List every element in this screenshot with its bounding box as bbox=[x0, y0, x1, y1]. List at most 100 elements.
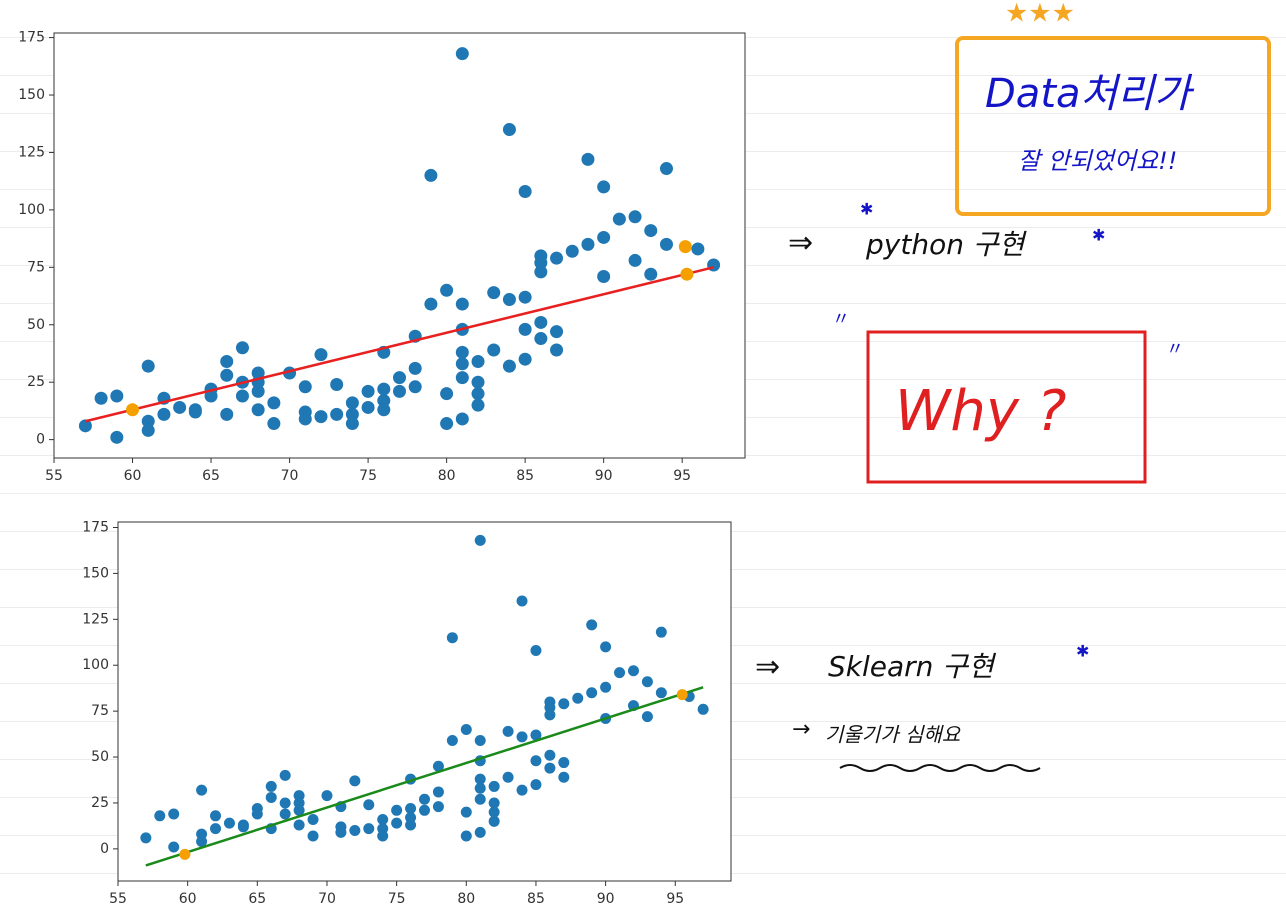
data-point bbox=[534, 332, 548, 346]
data-point bbox=[697, 703, 709, 715]
data-point bbox=[361, 384, 375, 398]
data-point bbox=[330, 407, 344, 421]
data-point bbox=[432, 760, 444, 772]
data-point bbox=[335, 826, 347, 838]
data-point bbox=[237, 821, 249, 833]
data-point bbox=[279, 808, 291, 820]
data-point bbox=[361, 400, 375, 414]
data-point bbox=[220, 355, 234, 369]
data-point bbox=[204, 389, 218, 403]
data-point bbox=[644, 267, 658, 281]
data-point bbox=[424, 168, 438, 182]
y-tick-label: 125 bbox=[18, 144, 45, 160]
data-point bbox=[405, 802, 417, 814]
data-point bbox=[188, 405, 202, 419]
data-point bbox=[408, 380, 422, 394]
arrow: ⇒ bbox=[788, 226, 813, 261]
data-point bbox=[440, 417, 454, 431]
star: ✱ bbox=[1092, 226, 1105, 245]
arrow: → bbox=[792, 717, 810, 742]
data-point bbox=[141, 423, 155, 437]
annotation: 잘 안되었어요!! bbox=[1018, 147, 1177, 175]
data-point bbox=[488, 815, 500, 827]
data-point bbox=[251, 366, 265, 380]
data-point bbox=[455, 412, 469, 426]
data-point bbox=[94, 391, 108, 405]
data-point bbox=[349, 775, 361, 787]
data-point bbox=[321, 790, 333, 802]
data-point bbox=[502, 122, 516, 136]
data-point bbox=[345, 417, 359, 431]
data-point bbox=[377, 403, 391, 417]
y-tick-label: 75 bbox=[27, 259, 45, 275]
data-point bbox=[168, 841, 180, 853]
data-point bbox=[460, 724, 472, 736]
data-point bbox=[265, 791, 277, 803]
data-point bbox=[544, 709, 556, 721]
data-point bbox=[487, 286, 501, 300]
quote: 〃 bbox=[1166, 339, 1184, 360]
x-tick-label: 85 bbox=[527, 891, 545, 907]
data-point bbox=[550, 325, 564, 339]
data-point bbox=[474, 773, 486, 785]
data-point bbox=[518, 322, 532, 336]
data-point bbox=[597, 180, 611, 194]
data-point bbox=[424, 297, 438, 311]
data-point bbox=[534, 265, 548, 279]
data-point bbox=[518, 185, 532, 199]
annotation: 기울기가 심해요 bbox=[825, 723, 962, 747]
data-point bbox=[298, 412, 312, 426]
data-point bbox=[220, 368, 234, 382]
x-tick-label: 80 bbox=[457, 891, 475, 907]
data-point bbox=[678, 240, 692, 254]
x-tick-label: 80 bbox=[438, 468, 456, 484]
y-tick-label: 25 bbox=[27, 374, 45, 390]
data-point bbox=[680, 267, 694, 281]
y-tick-label: 75 bbox=[91, 703, 109, 719]
data-point bbox=[502, 292, 516, 306]
y-tick-label: 0 bbox=[100, 841, 109, 857]
data-point bbox=[530, 779, 542, 791]
data-point bbox=[455, 357, 469, 371]
data-point bbox=[345, 407, 359, 421]
data-point bbox=[581, 152, 595, 166]
data-point bbox=[141, 359, 155, 373]
data-point bbox=[235, 341, 249, 355]
data-point bbox=[279, 769, 291, 781]
y-tick-label: 125 bbox=[82, 611, 109, 627]
data-point bbox=[168, 808, 180, 820]
y-tick-label: 150 bbox=[82, 565, 109, 581]
data-point bbox=[377, 394, 391, 408]
data-point bbox=[141, 414, 155, 428]
data-point bbox=[474, 826, 486, 838]
data-point bbox=[314, 348, 328, 362]
data-point bbox=[641, 711, 653, 723]
annotation: Data처리가 bbox=[985, 71, 1195, 117]
x-tick-label: 55 bbox=[109, 891, 127, 907]
data-point bbox=[251, 384, 265, 398]
data-point bbox=[460, 806, 472, 818]
data-point bbox=[307, 813, 319, 825]
data-point bbox=[251, 808, 263, 820]
data-point bbox=[405, 819, 417, 831]
data-point bbox=[614, 667, 626, 679]
x-tick-label: 95 bbox=[666, 891, 684, 907]
data-point bbox=[307, 830, 319, 842]
data-point bbox=[659, 237, 673, 251]
data-point bbox=[597, 270, 611, 284]
data-point bbox=[363, 823, 375, 835]
data-point bbox=[298, 380, 312, 394]
data-point bbox=[676, 689, 688, 701]
data-point bbox=[408, 361, 422, 375]
star: ✱ bbox=[860, 200, 873, 219]
data-point bbox=[110, 389, 124, 403]
x-tick-label: 90 bbox=[597, 891, 615, 907]
data-point bbox=[516, 784, 528, 796]
why-box bbox=[866, 330, 1147, 484]
plot-frame bbox=[117, 521, 732, 882]
annotation: Sklearn 구현 bbox=[828, 650, 997, 683]
data-point bbox=[140, 832, 152, 844]
x-tick-label: 60 bbox=[179, 891, 197, 907]
data-point bbox=[502, 725, 514, 737]
